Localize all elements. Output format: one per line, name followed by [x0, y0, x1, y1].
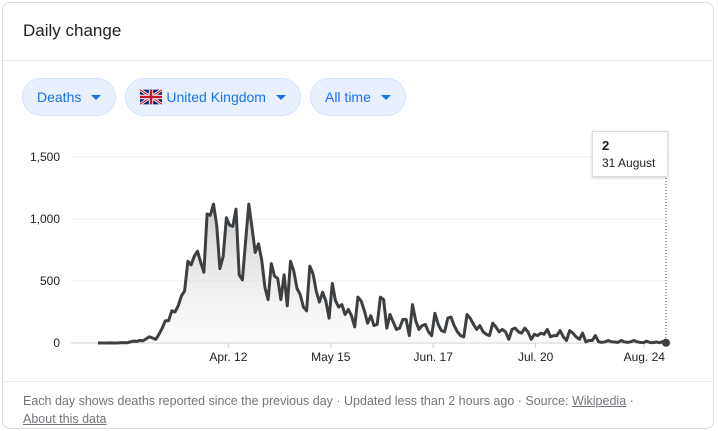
x-tick-label: Apr. 12 — [209, 350, 247, 364]
series-line — [98, 202, 667, 345]
y-tick-label: 0 — [53, 336, 60, 350]
y-tick-label: 1,000 — [30, 212, 60, 226]
tooltip-date: 31 August — [602, 156, 656, 170]
card-title: Daily change — [23, 21, 122, 40]
uk-flag-icon — [140, 89, 163, 105]
last-point-marker — [662, 338, 670, 347]
about-data-link[interactable]: About this data — [23, 412, 107, 426]
deaths-chart[interactable]: 0 500 1,000 1,500 Apr. 12 May 15 Jun. 17 Jul. … — [3, 123, 715, 373]
x-tick-label: Jun. 17 — [414, 350, 454, 364]
x-tick-label: May 15 — [311, 350, 351, 364]
footer-separator: · — [629, 394, 634, 408]
range-label: All time — [324, 89, 371, 105]
x-tick-label: Jul. 20 — [518, 350, 554, 364]
card-header: Daily change — [3, 3, 713, 61]
chart-tooltip: 2 31 August — [592, 131, 668, 177]
card-footer: Each day shows deaths reported since the… — [3, 381, 713, 426]
y-tick-label: 1,500 — [30, 150, 60, 164]
y-tick-label: 500 — [40, 274, 60, 288]
chevron-down-icon — [275, 94, 286, 100]
footer-text: Each day shows deaths reported since the… — [23, 392, 693, 428]
series-area — [98, 204, 666, 343]
filter-bar: Deaths United Kingdom All time — [22, 78, 406, 116]
metric-dropdown[interactable]: Deaths — [22, 78, 117, 116]
metric-label: Deaths — [37, 89, 82, 105]
country-label: United Kingdom — [166, 89, 266, 105]
country-dropdown[interactable]: United Kingdom — [125, 78, 301, 116]
chevron-down-icon — [91, 94, 102, 100]
chevron-down-icon — [380, 94, 391, 100]
x-tick-label: Aug. 24 — [624, 350, 666, 364]
source-link[interactable]: Wikipedia — [571, 394, 627, 408]
tooltip-value: 2 — [602, 138, 610, 153]
footer-description: Each day shows deaths reported since the… — [23, 394, 569, 408]
range-dropdown[interactable]: All time — [309, 78, 406, 116]
